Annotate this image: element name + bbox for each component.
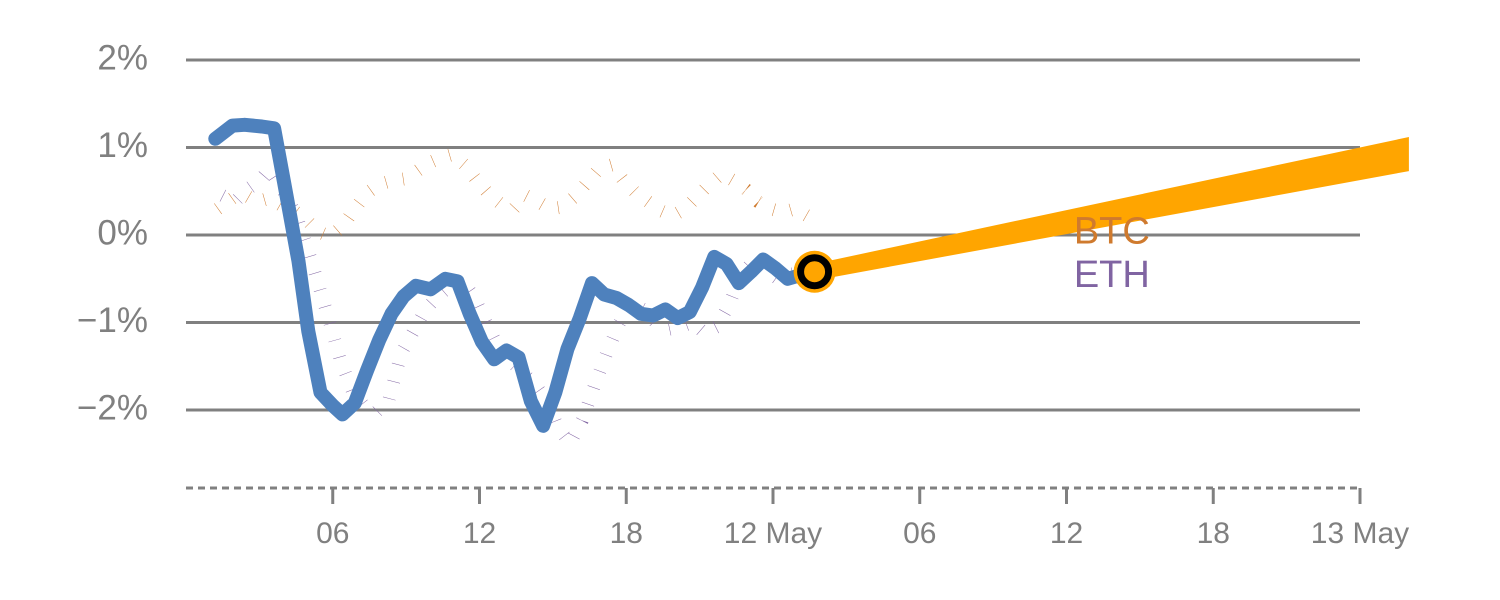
series-label-eth: ETH <box>1074 254 1150 296</box>
x-tick-label-0: 06 <box>316 517 349 550</box>
series-labels: BTCETHIndex <box>1074 210 1150 296</box>
marker-ring[interactable] <box>797 254 833 290</box>
series-line-btc <box>214 148 811 244</box>
x-tick-label-4: 06 <box>903 517 936 550</box>
y-tick-label-4: −2% <box>77 388 148 427</box>
series-line-index <box>208 117 822 433</box>
x-tick-label-6: 18 <box>1197 517 1230 550</box>
y-tick-label-0: 2% <box>97 38 148 77</box>
series-label-btc: BTC <box>1074 210 1150 252</box>
index-forecast-cone <box>814 137 1409 281</box>
y-tick-label-2: 0% <box>97 213 148 252</box>
y-tick-label-1: 1% <box>97 126 148 165</box>
current-value-marker[interactable] <box>793 250 836 293</box>
series-lines <box>208 117 822 450</box>
x-tick-label-2: 18 <box>610 517 643 550</box>
x-axis-tick-labels: 06 12 18 12 May 06 12 18 13 May <box>316 517 1409 550</box>
x-axis <box>186 486 1362 504</box>
y-axis-tick-labels: 2% 1% 0% −1% −2% <box>77 38 148 427</box>
x-tick-label-7: 13 May <box>1311 517 1409 550</box>
y-tick-label-3: −1% <box>77 301 148 340</box>
x-tick-label-1: 12 <box>463 517 496 550</box>
x-tick-label-3: 12 May <box>724 517 822 550</box>
x-tick-label-5: 12 <box>1050 517 1083 550</box>
gridlines <box>186 58 1360 412</box>
forecast-cone <box>814 137 1409 281</box>
